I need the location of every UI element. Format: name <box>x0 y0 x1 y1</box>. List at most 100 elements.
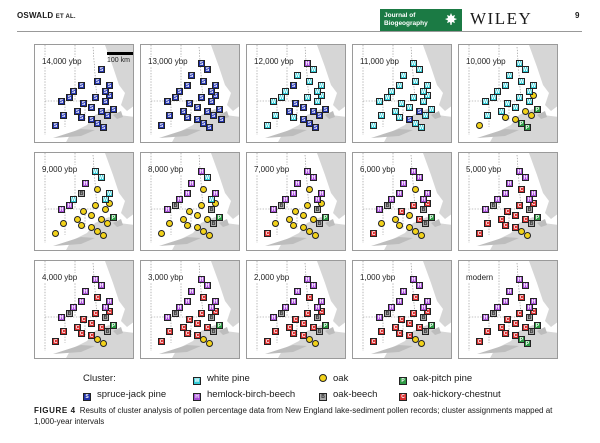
oak-hickory-chestnut-site: C <box>522 216 529 223</box>
spruce-jack-pine-site: S <box>100 124 107 131</box>
oak-site <box>292 208 299 215</box>
oak-site <box>204 216 211 223</box>
white-pine-site: W <box>278 94 285 101</box>
oak-hickory-chestnut-site: C <box>180 324 187 331</box>
time-slice-label: 9,000 ybp <box>41 165 79 174</box>
white-pine-site: W <box>270 98 277 105</box>
white-pine-site: W <box>396 114 403 121</box>
spruce-jack-pine-site: S <box>286 108 293 115</box>
time-slice-label: 11,000 ybp <box>359 57 400 66</box>
oak-site <box>100 340 107 347</box>
white-pine-site: W <box>406 104 413 111</box>
hemlock-birch-beech-site: H <box>310 174 317 181</box>
oak-hickory-chestnut-site: C <box>530 308 537 315</box>
white-pine-site: W <box>318 82 325 89</box>
white-pine-site: W <box>522 66 529 73</box>
oak-site <box>272 220 279 227</box>
oak-beech-site: B <box>490 202 497 209</box>
oak-hickory-chestnut-site: C <box>200 294 207 301</box>
hemlock-birch-beech-site: H <box>304 276 311 283</box>
oak-site <box>212 200 219 207</box>
oak-hickory-chestnut-site: C <box>518 186 525 193</box>
oak-pitch-pine-site: P <box>534 214 541 221</box>
hemlock-birch-beech-site: H <box>530 190 537 197</box>
oak-hickory-chestnut-site: C <box>504 208 511 215</box>
white-pine-site: W <box>502 82 509 89</box>
white-pine-site: W <box>422 112 429 119</box>
spruce-jack-pine-site: S <box>184 114 191 121</box>
oak-hickory-chestnut-site: C <box>424 308 431 315</box>
oak-beech-site: B <box>384 202 391 209</box>
spruce-jack-pine-site: S <box>106 82 113 89</box>
oak-hickory-chestnut-site: C <box>416 324 423 331</box>
running-head-author: OSWALD ET AL. <box>17 11 76 20</box>
oak-hickory-chestnut-site: C <box>204 324 211 331</box>
oak-beech-site: B <box>172 310 179 317</box>
oak-site <box>88 224 95 231</box>
white-pine-site: W <box>526 88 533 95</box>
oak-site <box>200 186 207 193</box>
spruce-jack-pine-site: S <box>206 124 213 131</box>
oak-hickory-chestnut-site: C <box>286 324 293 331</box>
spruce-jack-pine-site: S <box>94 120 101 127</box>
oak-hickory-chestnut-site: C <box>476 230 483 237</box>
oak-hickory-chestnut-site: C <box>106 308 113 315</box>
white-pine-site: W <box>106 190 113 197</box>
white-pine-site: W <box>412 120 419 127</box>
caption-text: Results of cluster analysis of pollen pe… <box>34 406 553 426</box>
spruce-jack-pine-site: S <box>158 122 165 129</box>
white-pine-site: W <box>400 72 407 79</box>
map-panel: modern C C H B C H C C C C C P C B B P P H C H H H H C H <box>458 260 558 359</box>
white-pine-site: W <box>410 60 417 67</box>
oak-beech-site: B <box>384 310 391 317</box>
white-pine-site: W <box>310 66 317 73</box>
white-pine-site: W <box>428 106 435 113</box>
oak-site <box>52 230 59 237</box>
map-panel: 14,000 ybp 100 km S S S S S S S S S S S S S S S S S S S S S S S <box>34 44 134 143</box>
hemlock-birch-beech-site: H <box>98 282 105 289</box>
time-slice-label: 8,000 ybp <box>147 165 185 174</box>
hemlock-birch-beech-site: H <box>522 174 529 181</box>
spruce-jack-pine-site: S <box>212 92 219 99</box>
scale-bar: 100 km <box>107 52 133 70</box>
white-pine-site: W <box>418 124 425 131</box>
map-panel: 11,000 ybp W W W W W W W W W W S W S W W W W W W W W W W W W <box>352 44 452 143</box>
oak-pitch-pine-site: P <box>518 336 525 343</box>
spruce-jack-pine-site: S <box>166 112 173 119</box>
white-pine-site: W <box>204 174 211 181</box>
map-panel: 3,000 ybp C C H B C H C C C C C C B B P H C H H H H C H <box>140 260 240 359</box>
white-pine-site: W <box>370 122 377 129</box>
legend-label: oak-hickory-chestnut <box>413 389 501 400</box>
legend-item-oak: oak <box>319 373 348 384</box>
white-pine-site: W <box>498 108 505 115</box>
hemlock-birch-beech-site: H <box>294 288 301 295</box>
oak-hickory-chestnut-site: C <box>60 328 67 335</box>
oak-beech-site: B <box>172 202 179 209</box>
oak-hickory-chestnut-site: C <box>78 330 85 337</box>
hemlock-birch-beech-site: H <box>82 288 89 295</box>
spruce-jack-pine-site: S <box>204 66 211 73</box>
oak-site <box>300 212 307 219</box>
hemlock-birch-beech-site: H <box>188 288 195 295</box>
white-pine-site: W <box>304 94 311 101</box>
oak-site <box>94 228 101 235</box>
hemlock-birch-beech-site: H <box>58 206 65 213</box>
oak-pitch-pine-site: P <box>534 106 541 113</box>
oak-pitch-pine-site: P <box>322 322 329 329</box>
spruce-jack-pine-site: S <box>300 104 307 111</box>
oak-beech-site: B <box>316 220 323 227</box>
spruce-jack-pine-site: S <box>98 66 105 73</box>
spruce-jack-pine-site: S <box>306 120 313 127</box>
spruce-jack-pine-site: S <box>186 100 193 107</box>
white-pine-site: W <box>410 94 417 101</box>
hemlock-birch-beech-site: H <box>522 282 529 289</box>
white-pine-site: W <box>516 94 523 101</box>
oak-site <box>80 208 87 215</box>
hemlock-birch-beech-site: H <box>516 168 523 175</box>
oak-site <box>304 202 311 209</box>
oak-hickory-chestnut-site: C <box>410 202 417 209</box>
oak-beech-site: B <box>422 328 429 335</box>
oak-site <box>412 336 419 343</box>
spruce-jack-pine-site: S <box>416 108 423 115</box>
